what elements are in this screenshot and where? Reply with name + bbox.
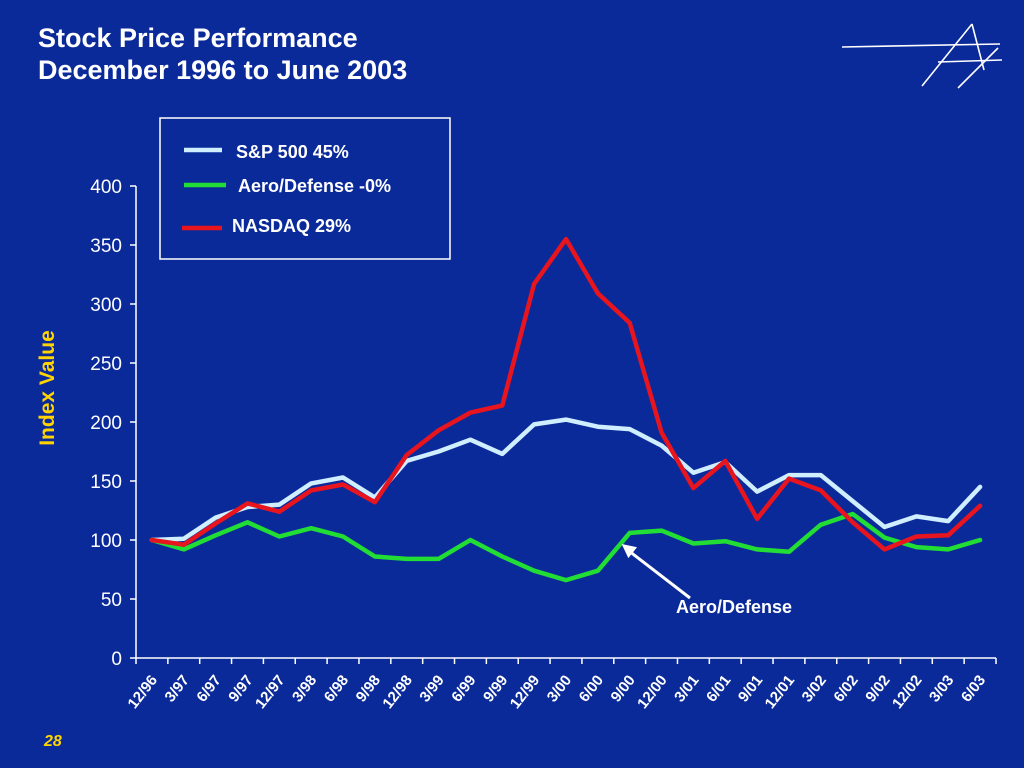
x-tick-label: 12/98 [379, 672, 416, 712]
x-tick-label: 12/01 [762, 672, 799, 712]
slide-title: Stock Price Performance December 1996 to… [38, 22, 407, 86]
chart-series-lines [149, 236, 983, 583]
y-tick-label: 200 [90, 413, 122, 434]
x-tick-label: 6/01 [703, 672, 734, 705]
chart-legend: S&P 500 45% Aero/Defense -0% NASDAQ 29% [159, 117, 451, 260]
legend-label-0: S&P 500 45% [236, 142, 349, 162]
series-line-2 [149, 236, 983, 552]
annotation-label: Aero/Defense [676, 597, 792, 617]
x-tick-label: 3/01 [671, 672, 702, 705]
chart-axes [130, 185, 997, 664]
x-tick-label: 6/97 [193, 672, 224, 705]
x-tick-label: 3/99 [416, 672, 447, 705]
y-tick-label: 400 [90, 177, 122, 198]
x-tick-label: 6/99 [448, 672, 479, 705]
x-tick-label: 3/02 [799, 672, 830, 705]
legend-label-1: Aero/Defense -0% [238, 176, 391, 196]
y-axis-label: Index Value [36, 330, 59, 446]
y-tick-label: 50 [101, 590, 122, 611]
annotation-arrow [626, 548, 691, 600]
page-number: 28 [44, 733, 62, 750]
y-tick-label: 0 [111, 649, 122, 670]
x-tick-label: 12/99 [507, 672, 544, 712]
y-tick-label: 350 [90, 236, 122, 257]
series-line-1 [149, 511, 983, 583]
x-tick-label: 6/00 [576, 672, 607, 705]
legend-box [159, 117, 451, 260]
y-tick-label: 250 [90, 354, 122, 375]
y-tick-label: 100 [90, 531, 122, 552]
y-tick-label: 300 [90, 295, 122, 316]
x-tick-label: 6/02 [830, 672, 861, 705]
x-tick-label: 3/97 [162, 672, 193, 705]
x-tick-label: 12/97 [252, 672, 289, 712]
y-tick-label: 150 [90, 472, 122, 493]
slide-title-line1: Stock Price Performance [38, 23, 358, 53]
x-tick-label: 3/00 [544, 672, 575, 705]
x-tick-label: 6/98 [321, 672, 352, 705]
series-line-0 [149, 417, 983, 543]
company-star-logo-icon [841, 23, 1003, 89]
slide-title-line2: December 1996 to June 2003 [38, 55, 408, 85]
annotation-arrowhead-icon [621, 544, 638, 559]
x-tick-label: 3/98 [289, 672, 320, 705]
x-tick-label: 6/03 [958, 672, 989, 705]
x-tick-label: 12/96 [125, 672, 162, 712]
legend-label-2: NASDAQ 29% [232, 216, 351, 236]
x-tick-label: 12/00 [634, 672, 671, 712]
x-tick-label: 12/02 [889, 672, 926, 712]
x-tick-label: 3/03 [926, 672, 957, 705]
chart-annotation: Aero/Defense [621, 544, 792, 617]
